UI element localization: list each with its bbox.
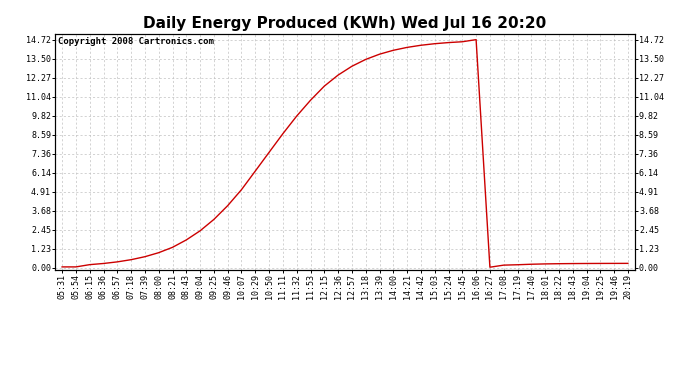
Title: Daily Energy Produced (KWh) Wed Jul 16 20:20: Daily Energy Produced (KWh) Wed Jul 16 2… xyxy=(144,16,546,31)
Text: Copyright 2008 Cartronics.com: Copyright 2008 Cartronics.com xyxy=(58,37,214,46)
